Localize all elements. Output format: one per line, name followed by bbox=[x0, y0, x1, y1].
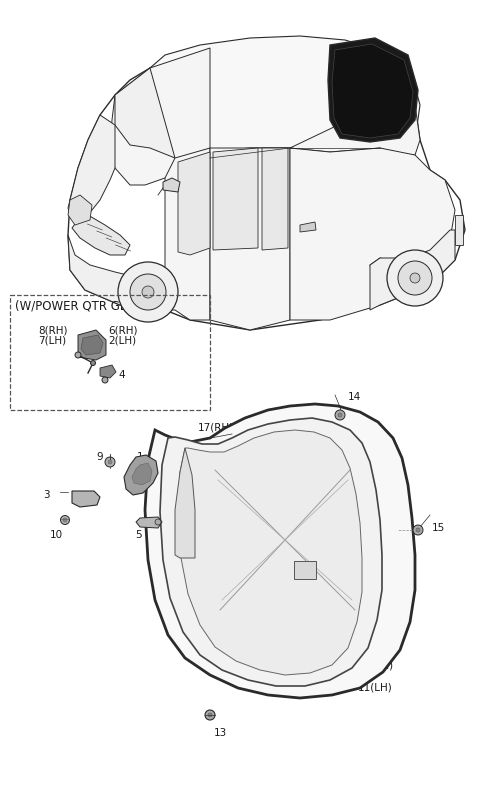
Text: 7(LH): 7(LH) bbox=[38, 335, 66, 345]
Polygon shape bbox=[68, 195, 92, 225]
Text: 9: 9 bbox=[96, 452, 103, 462]
Polygon shape bbox=[210, 148, 290, 330]
Polygon shape bbox=[115, 68, 175, 158]
Polygon shape bbox=[124, 455, 158, 495]
Circle shape bbox=[108, 460, 112, 464]
Polygon shape bbox=[78, 330, 106, 360]
Circle shape bbox=[387, 250, 443, 306]
Polygon shape bbox=[72, 491, 100, 507]
Circle shape bbox=[60, 515, 70, 525]
Polygon shape bbox=[300, 222, 316, 232]
Polygon shape bbox=[136, 517, 162, 528]
Bar bbox=[455, 215, 463, 245]
Polygon shape bbox=[145, 404, 415, 698]
Text: 16(LH): 16(LH) bbox=[198, 444, 233, 454]
Text: 11(LH): 11(LH) bbox=[358, 682, 393, 692]
Text: 2(LH): 2(LH) bbox=[108, 335, 136, 345]
Circle shape bbox=[413, 525, 423, 535]
Circle shape bbox=[75, 352, 81, 358]
Polygon shape bbox=[100, 365, 116, 378]
Text: 8(RH): 8(RH) bbox=[38, 325, 68, 335]
Circle shape bbox=[63, 518, 67, 522]
Text: 6(RH): 6(RH) bbox=[108, 325, 137, 335]
Text: 5: 5 bbox=[135, 530, 142, 540]
Text: 10: 10 bbox=[50, 530, 63, 540]
Circle shape bbox=[398, 261, 432, 295]
Polygon shape bbox=[178, 152, 210, 255]
Polygon shape bbox=[68, 40, 465, 330]
Text: 15: 15 bbox=[432, 523, 445, 533]
Circle shape bbox=[102, 377, 108, 383]
Circle shape bbox=[130, 274, 166, 310]
Polygon shape bbox=[68, 235, 170, 310]
Circle shape bbox=[338, 413, 342, 417]
Circle shape bbox=[208, 713, 212, 717]
Text: 1: 1 bbox=[137, 452, 144, 462]
Circle shape bbox=[155, 519, 161, 525]
Polygon shape bbox=[81, 335, 103, 355]
Circle shape bbox=[118, 262, 178, 322]
Polygon shape bbox=[328, 38, 418, 142]
Polygon shape bbox=[163, 178, 180, 192]
Bar bbox=[294, 561, 316, 579]
Circle shape bbox=[105, 457, 115, 467]
Text: 13: 13 bbox=[214, 728, 227, 738]
Circle shape bbox=[91, 360, 96, 366]
Polygon shape bbox=[110, 48, 210, 185]
Polygon shape bbox=[175, 448, 195, 558]
Polygon shape bbox=[178, 430, 362, 675]
Polygon shape bbox=[290, 148, 455, 320]
Polygon shape bbox=[290, 105, 420, 155]
Polygon shape bbox=[68, 115, 115, 220]
Text: 4: 4 bbox=[118, 370, 125, 380]
Polygon shape bbox=[165, 148, 210, 320]
Polygon shape bbox=[140, 36, 420, 158]
Polygon shape bbox=[72, 215, 130, 255]
Polygon shape bbox=[262, 148, 288, 250]
Text: 14: 14 bbox=[348, 392, 361, 402]
Polygon shape bbox=[132, 463, 152, 485]
Circle shape bbox=[335, 410, 345, 420]
Circle shape bbox=[142, 286, 154, 298]
Text: 12(RH): 12(RH) bbox=[358, 660, 394, 670]
Circle shape bbox=[416, 528, 420, 532]
Text: (W/POWER QTR GLASS): (W/POWER QTR GLASS) bbox=[15, 299, 154, 312]
Text: 17(RH): 17(RH) bbox=[198, 422, 234, 432]
Polygon shape bbox=[160, 418, 382, 686]
Polygon shape bbox=[370, 230, 455, 310]
Circle shape bbox=[205, 710, 215, 720]
Circle shape bbox=[410, 273, 420, 283]
Polygon shape bbox=[213, 148, 258, 250]
Polygon shape bbox=[332, 44, 413, 138]
Text: 3: 3 bbox=[43, 490, 49, 500]
